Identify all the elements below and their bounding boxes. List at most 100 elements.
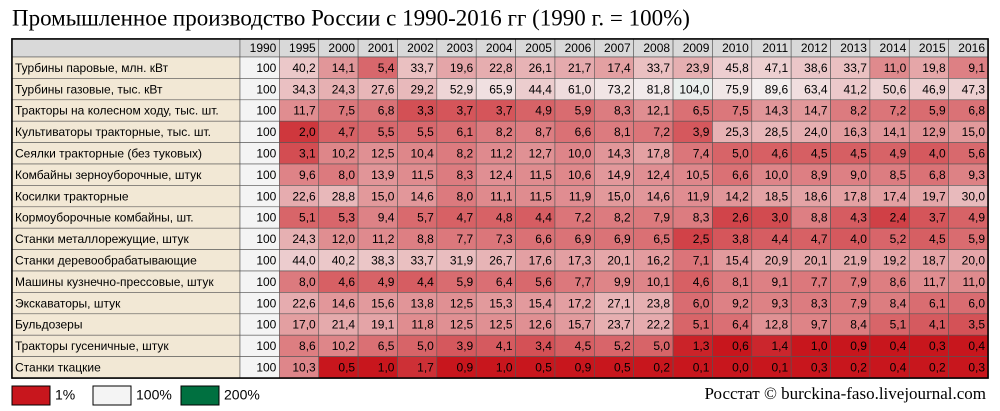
cell-value: 23,7 xyxy=(607,318,631,332)
cell-value: 11,7 xyxy=(923,275,946,289)
cell-value: 26,1 xyxy=(529,61,553,75)
row-label: Культиваторы тракторные, тыс. шт. xyxy=(15,125,211,139)
cell-value: 12,5 xyxy=(450,318,474,332)
cell-value: 1,0 xyxy=(811,339,828,353)
cell-value: 7,9 xyxy=(850,296,867,310)
cell-value: 8,0 xyxy=(338,168,355,182)
cell-value: 50,6 xyxy=(883,82,907,96)
cell-value: 19,1 xyxy=(371,318,395,332)
cell-value: 100 xyxy=(256,275,276,289)
cell-value: 4,1 xyxy=(929,318,946,332)
cell-value: 6,8 xyxy=(378,104,395,118)
cell-value: 7,5 xyxy=(338,104,355,118)
column-header: 2001 xyxy=(368,41,395,55)
cell-value: 22,2 xyxy=(647,318,671,332)
row-label: Сеялки тракторные (без туковых) xyxy=(15,146,202,160)
cell-value: 100 xyxy=(256,232,276,246)
cell-value: 18,6 xyxy=(804,189,828,203)
cell-value: 13,9 xyxy=(371,168,395,182)
cell-value: 7,9 xyxy=(653,211,670,225)
cell-value: 3,8 xyxy=(732,232,749,246)
cell-value: 6,5 xyxy=(653,232,670,246)
cell-value: 0,3 xyxy=(929,339,946,353)
cell-value: 5,1 xyxy=(890,318,907,332)
column-header: 2009 xyxy=(683,41,710,55)
cell-value: 0,5 xyxy=(614,360,631,374)
legend-swatch xyxy=(92,385,132,406)
cell-value: 11,5 xyxy=(529,168,552,182)
cell-value: 22,6 xyxy=(292,189,316,203)
legend-label: 200% xyxy=(224,387,260,403)
cell-value: 20,0 xyxy=(962,253,986,267)
cell-value: 38,3 xyxy=(371,253,395,267)
cell-value: 0,3 xyxy=(968,360,985,374)
cell-value: 7,7 xyxy=(457,232,474,246)
cell-value: 23,9 xyxy=(686,61,710,75)
cell-value: 0,2 xyxy=(929,360,946,374)
cell-value: 10,0 xyxy=(568,146,592,160)
cell-value: 15,6 xyxy=(371,296,395,310)
cell-value: 33,7 xyxy=(410,253,434,267)
cell-value: 100 xyxy=(256,253,276,267)
cell-value: 10,5 xyxy=(686,168,710,182)
cell-value: 9,2 xyxy=(732,296,749,310)
cell-value: 6,4 xyxy=(496,275,513,289)
cell-value: 15,0 xyxy=(962,125,986,139)
cell-value: 3,4 xyxy=(535,339,552,353)
cell-value: 4,3 xyxy=(850,211,867,225)
legend-swatch xyxy=(180,385,220,406)
cell-value: 14,6 xyxy=(332,296,356,310)
cell-value: 7,2 xyxy=(653,125,670,139)
cell-value: 11,7 xyxy=(293,104,316,118)
cell-value: 28,8 xyxy=(332,189,356,203)
cell-value: 4,7 xyxy=(457,211,474,225)
cell-value: 73,2 xyxy=(607,82,631,96)
cell-value: 100 xyxy=(256,296,276,310)
cell-value: 19,6 xyxy=(450,61,474,75)
cell-value: 0,4 xyxy=(890,339,907,353)
cell-value: 5,0 xyxy=(653,339,670,353)
row-label: Станки деревообрабатывающие xyxy=(15,253,197,267)
column-header: 2011 xyxy=(762,41,788,55)
cell-value: 15,7 xyxy=(568,318,592,332)
cell-value: 4,1 xyxy=(496,339,513,353)
cell-value: 8,1 xyxy=(732,275,749,289)
cell-value: 20,1 xyxy=(804,253,828,267)
cell-value: 11,9 xyxy=(687,189,710,203)
cell-value: 15,4 xyxy=(725,253,749,267)
header-corner xyxy=(11,38,241,58)
column-header: 2008 xyxy=(643,41,670,55)
cell-value: 5,1 xyxy=(299,211,316,225)
cell-value: 47,3 xyxy=(962,82,986,96)
cell-value: 45,8 xyxy=(725,61,749,75)
cell-value: 4,9 xyxy=(378,275,395,289)
column-header: 1995 xyxy=(289,41,316,55)
cell-value: 1,0 xyxy=(378,360,395,374)
cell-value: 3,7 xyxy=(496,104,513,118)
cell-value: 17,8 xyxy=(647,146,671,160)
column-header: 2002 xyxy=(407,41,434,55)
cell-value: 21,4 xyxy=(332,318,356,332)
cell-value: 3,7 xyxy=(457,104,474,118)
cell-value: 18,5 xyxy=(765,189,789,203)
cell-value: 11,5 xyxy=(529,189,552,203)
cell-value: 14,2 xyxy=(725,189,749,203)
cell-value: 7,4 xyxy=(693,146,710,160)
cell-value: 100 xyxy=(256,189,276,203)
cell-value: 5,9 xyxy=(575,104,592,118)
cell-value: 4,9 xyxy=(535,104,552,118)
cell-value: 63,4 xyxy=(804,82,828,96)
cell-value: 3,1 xyxy=(299,146,316,160)
cell-value: 17,4 xyxy=(607,61,631,75)
cell-value: 44,4 xyxy=(529,82,553,96)
cell-value: 100 xyxy=(256,146,276,160)
cell-value: 4,9 xyxy=(890,146,907,160)
cell-value: 6,4 xyxy=(732,318,749,332)
cell-value: 6,0 xyxy=(693,296,710,310)
cell-value: 100 xyxy=(256,125,276,139)
cell-value: 8,3 xyxy=(614,104,631,118)
cell-value: 12,4 xyxy=(647,168,671,182)
cell-value: 21,9 xyxy=(844,253,868,267)
cell-value: 0,4 xyxy=(968,339,985,353)
cell-value: 21,7 xyxy=(568,61,592,75)
